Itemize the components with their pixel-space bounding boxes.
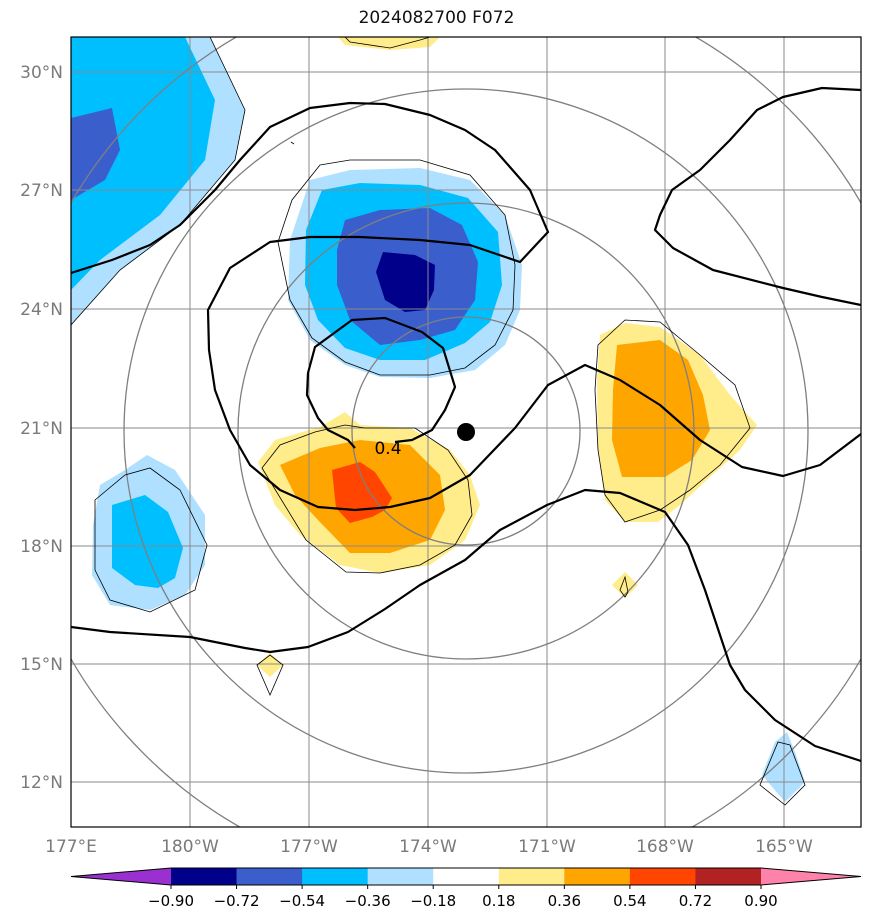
- shade-nw-blue: [71, 37, 215, 290]
- colorbar-extend-high: [761, 868, 861, 885]
- lat-label: 21°N: [20, 419, 63, 439]
- lat-labels: 30°N 27°N 24°N 21°N 18°N 15°N 12°N: [20, 63, 63, 793]
- lat-label: 27°N: [20, 181, 63, 201]
- lat-label: 30°N: [20, 63, 63, 83]
- colorbar-tick-label: 0.72: [679, 892, 712, 910]
- colorbar-segment: [433, 868, 500, 885]
- lon-label: 177°E: [45, 837, 97, 857]
- colorbar-segment: [564, 868, 631, 885]
- lon-label: 177°W: [280, 837, 338, 857]
- graticule: [71, 37, 861, 827]
- shade-small-yellow-2: [257, 653, 283, 677]
- lat-label: 15°N: [20, 655, 63, 675]
- thick-contours: [71, 86, 861, 763]
- colorbar-tick-label: 0.90: [744, 892, 777, 910]
- thin-contours: [71, 37, 806, 806]
- colorbar-tick-label: 0.18: [482, 892, 515, 910]
- colorbar-tick-label: −0.90: [148, 892, 194, 910]
- lon-label: 174°W: [399, 837, 457, 857]
- colorbar-tick-label: −0.54: [279, 892, 325, 910]
- lat-label: 24°N: [20, 300, 63, 320]
- colorbar-tick-label: −0.36: [345, 892, 391, 910]
- shade-east-orange: [612, 340, 710, 477]
- map-area: 0.4: [71, 37, 861, 827]
- colorbar-tick-label: −0.72: [214, 892, 260, 910]
- shade-west-blue: [112, 495, 183, 588]
- lon-label: 168°W: [636, 837, 694, 857]
- colorbar-segment: [498, 868, 565, 885]
- map-frame: [70, 36, 862, 828]
- colorbar-segment: [629, 868, 696, 885]
- colorbar-segment: [367, 868, 434, 885]
- colorbar-segment: [302, 868, 369, 885]
- lon-labels: 177°E 180°W 177°W 174°W 171°W 168°W 165°…: [45, 837, 813, 857]
- shade-top-yellow: [338, 37, 440, 50]
- storm-center-marker: [457, 423, 475, 441]
- colorbar-tick-label: 0.54: [613, 892, 646, 910]
- lat-label: 18°N: [20, 537, 63, 557]
- lon-label: 180°W: [161, 837, 219, 857]
- shade-small-yellow-1: [612, 572, 638, 598]
- colorbar-segment: [695, 868, 762, 885]
- map-title: 2024082700 F072: [358, 8, 515, 28]
- lat-label: 12°N: [20, 773, 63, 793]
- lon-label: 171°W: [518, 837, 576, 857]
- lon-label: 165°W: [755, 837, 813, 857]
- shade-center-navy: [376, 252, 435, 312]
- contour-label: 0.4: [374, 439, 401, 459]
- range-rings: [71, 37, 861, 827]
- colorbar-tick-label: 0.36: [548, 892, 581, 910]
- colorbar-extend-low: [71, 868, 171, 885]
- colorbar-segment: [236, 868, 303, 885]
- colorbar-segment: [171, 868, 238, 885]
- colorbar-tick-label: −0.18: [410, 892, 456, 910]
- colorbar: −0.90 −0.72 −0.54 −0.36 −0.18 0.18 0.36 0.54 0.7…: [70, 867, 862, 910]
- shade-nw-royal: [71, 108, 120, 200]
